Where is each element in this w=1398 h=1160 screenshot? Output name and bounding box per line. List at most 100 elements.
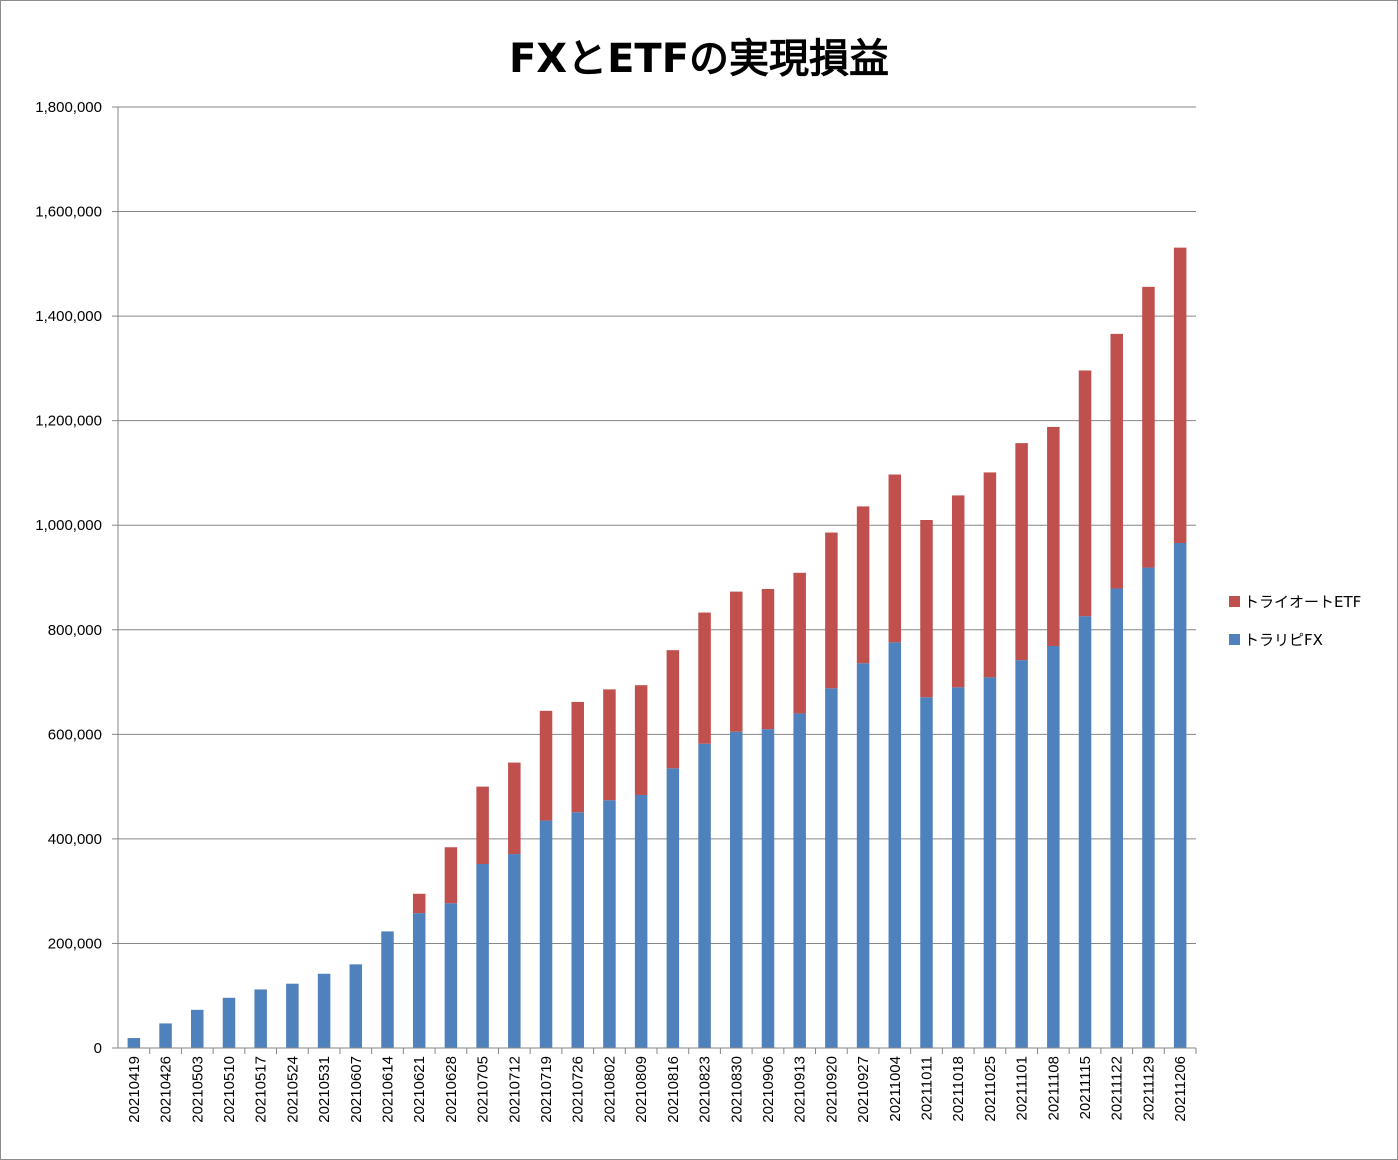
x-tick-label: 20211115 <box>1077 1056 1094 1119</box>
x-tick-label: 20210531 <box>316 1056 333 1123</box>
bar-fx <box>381 931 394 1048</box>
bar-fx <box>730 731 743 1048</box>
x-tick-label: 20211025 <box>982 1056 999 1122</box>
y-tick-label: 600,000 <box>48 726 102 743</box>
legend-label: トライオートETF <box>1244 593 1361 611</box>
bar-etf <box>444 847 458 904</box>
bar-fx <box>920 697 933 1048</box>
x-tick-label: 20210705 <box>475 1056 492 1123</box>
bar-etf <box>1047 426 1060 646</box>
x-tick-label: 20211206 <box>1172 1056 1189 1122</box>
bar-etf <box>1142 286 1155 568</box>
bar-etf <box>888 474 902 643</box>
x-tick-label: 20211122 <box>1109 1056 1126 1121</box>
bar-fx <box>1173 542 1187 1048</box>
x-tick-label: 20210426 <box>158 1056 175 1123</box>
bar-fx <box>159 1023 172 1048</box>
x-tick-label: 20210816 <box>665 1056 682 1123</box>
x-tick-label: 20210830 <box>728 1056 745 1123</box>
legend-swatch <box>1229 596 1240 607</box>
bar-etf <box>539 710 553 821</box>
bar-etf <box>571 701 584 813</box>
x-tick-label: 20210517 <box>253 1056 270 1123</box>
x-tick-label: 20210503 <box>189 1056 206 1123</box>
bar-etf <box>730 591 743 732</box>
bar-fx <box>127 1038 141 1048</box>
bar-etf <box>603 689 616 801</box>
bar-etf <box>761 589 775 730</box>
bar-fx <box>825 688 838 1048</box>
legend-swatch <box>1229 634 1240 645</box>
bar-fx <box>856 663 870 1048</box>
x-tick-label: 20210621 <box>411 1056 428 1123</box>
legend-label: トラリピFX <box>1244 631 1323 649</box>
bar-fx <box>254 989 267 1048</box>
y-tick-label: 1,400,000 <box>35 308 102 325</box>
x-tick-label: 20210524 <box>284 1056 301 1123</box>
y-tick-label: 0 <box>94 1040 102 1057</box>
bar-etf <box>920 519 933 698</box>
bar-fx <box>698 743 711 1048</box>
bar-etf <box>825 532 838 689</box>
x-tick-label: 20210927 <box>855 1056 872 1123</box>
bar-etf <box>634 685 648 795</box>
y-tick-label: 200,000 <box>48 935 102 952</box>
bar-etf <box>476 786 489 864</box>
x-tick-label: 20210809 <box>633 1056 650 1123</box>
x-tick-label: 20211004 <box>887 1056 904 1122</box>
bar-fx <box>1015 660 1028 1048</box>
x-tick-label: 20211129 <box>1140 1056 1157 1121</box>
bar-fx <box>286 983 299 1048</box>
bar-etf <box>856 506 870 664</box>
y-tick-label: 1,600,000 <box>35 204 102 221</box>
x-tick-label: 20210920 <box>823 1056 840 1123</box>
bar-etf <box>698 612 711 744</box>
bar-etf <box>793 572 806 714</box>
bar-fx <box>412 913 426 1048</box>
x-tick-label: 20210628 <box>443 1056 460 1123</box>
bar-etf <box>1078 370 1092 617</box>
x-tick-label: 20210823 <box>697 1056 714 1123</box>
bar-fx <box>666 768 680 1048</box>
bar-fx <box>1078 616 1092 1048</box>
bar-fx <box>1047 645 1060 1048</box>
bar-fx <box>222 997 236 1048</box>
x-tick-label: 20210802 <box>601 1056 618 1123</box>
bar-fx <box>793 713 806 1048</box>
bar-fx <box>317 973 331 1048</box>
bar-etf <box>412 893 426 914</box>
y-tick-label: 400,000 <box>48 831 102 848</box>
bar-fx <box>983 677 997 1048</box>
bar-fx <box>634 794 648 1048</box>
bar-fx <box>603 800 616 1048</box>
bar-etf <box>666 650 680 769</box>
x-tick-label: 20210419 <box>126 1056 143 1123</box>
x-tick-label: 20211108 <box>1045 1056 1062 1121</box>
y-tick-label: 1,200,000 <box>35 413 102 430</box>
bar-fx <box>1142 567 1155 1048</box>
bar-fx <box>888 642 902 1048</box>
y-tick-label: 1,000,000 <box>35 517 102 534</box>
bar-fx <box>571 812 584 1048</box>
bar-fx <box>476 863 489 1048</box>
x-tick-label: 20210510 <box>221 1056 238 1123</box>
bar-fx <box>444 903 458 1048</box>
x-tick-label: 20211011 <box>919 1056 936 1121</box>
x-tick-label: 20210712 <box>506 1056 523 1123</box>
bar-fx <box>508 854 521 1048</box>
bar-etf <box>983 472 997 678</box>
x-tick-label: 20210719 <box>538 1056 555 1123</box>
bar-fx <box>1110 588 1123 1048</box>
bar-fx <box>951 687 965 1048</box>
chart-title: FXとETFの実現損益 <box>508 36 890 82</box>
bar-fx <box>349 964 363 1048</box>
x-tick-label: 20210614 <box>380 1056 397 1123</box>
x-tick-label: 20210607 <box>348 1056 365 1123</box>
x-tick-label: 20211018 <box>950 1056 967 1122</box>
x-tick-label: 20210906 <box>760 1056 777 1123</box>
x-tick-label: 20210913 <box>792 1056 809 1123</box>
x-tick-label: 20210726 <box>570 1056 587 1123</box>
x-tick-label: 20211101 <box>1014 1056 1031 1121</box>
bar-fx <box>761 729 775 1048</box>
